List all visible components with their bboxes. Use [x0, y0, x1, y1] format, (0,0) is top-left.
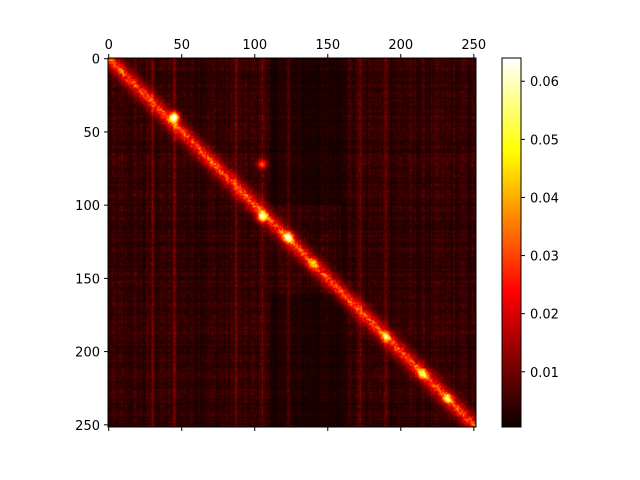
heatmap-image — [108, 58, 476, 427]
x-tick-label: 100 — [242, 38, 267, 53]
y-tick-label: 200 — [75, 346, 100, 361]
x-tick-label: 50 — [173, 38, 190, 53]
y-tick-label: 150 — [75, 272, 100, 287]
colorbar-ticks: 0.01 0.02 0.03 0.04 0.05 0.06 — [521, 75, 559, 381]
colorbar-tick-label: 0.06 — [530, 75, 559, 90]
colorbar-tick-label: 0.02 — [530, 308, 559, 323]
colorbar-tick-label: 0.04 — [530, 191, 559, 206]
x-axis-ticks: 0 50 100 150 200 250 — [105, 38, 486, 431]
plot-frame — [107, 57, 477, 428]
y-tick-label: 50 — [83, 126, 100, 141]
y-tick-label: 250 — [75, 419, 100, 434]
colorbar — [502, 58, 521, 427]
y-tick-label: 100 — [75, 199, 100, 214]
colorbar-tick-label: 0.05 — [530, 133, 559, 148]
y-tick-label: 0 — [92, 53, 100, 68]
colorbar-frame — [501, 57, 522, 428]
x-tick-label: 150 — [315, 38, 340, 53]
x-tick-label: 200 — [388, 38, 413, 53]
x-tick-label: 0 — [105, 38, 113, 53]
colorbar-tick-label: 0.01 — [530, 366, 559, 381]
x-tick-label: 250 — [461, 38, 486, 53]
y-axis-ticks: 0 50 100 150 200 250 — [75, 53, 108, 434]
colorbar-tick-label: 0.03 — [530, 250, 559, 265]
